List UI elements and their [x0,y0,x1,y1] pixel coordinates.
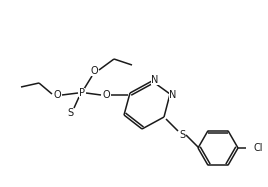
Text: S: S [179,130,185,140]
Text: O: O [90,66,98,76]
Text: O: O [53,90,61,100]
Text: S: S [67,108,73,118]
Text: P: P [79,88,85,98]
Text: N: N [151,75,159,85]
Text: O: O [102,90,110,100]
Text: N: N [169,90,177,100]
Text: Cl: Cl [253,143,262,153]
